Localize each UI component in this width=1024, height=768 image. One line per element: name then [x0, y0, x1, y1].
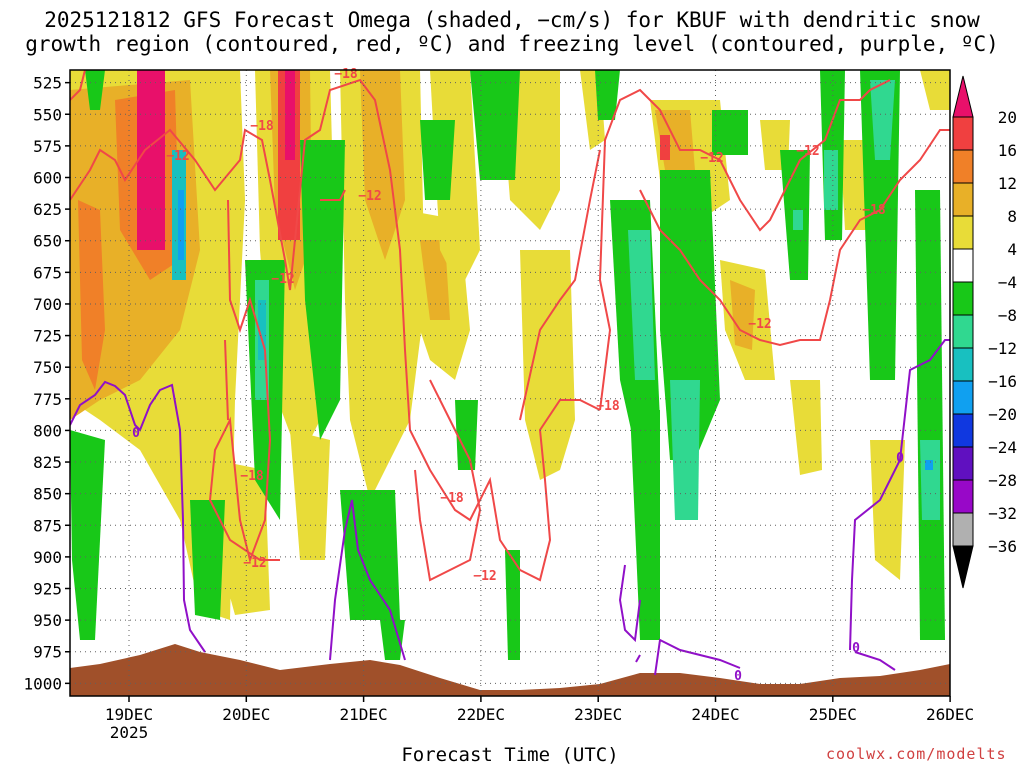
colorbar-segment: [952, 116, 974, 151]
red-contour-label: −18: [596, 399, 620, 414]
x-year-label: 2025: [110, 723, 149, 742]
colorbar-label: −32: [988, 504, 1017, 523]
credit-text: coolwx.com/modelts: [826, 745, 1007, 763]
colorbar-label: 16: [998, 141, 1017, 160]
colorbar-label: 4: [1007, 240, 1017, 259]
colorbar-segment: [952, 545, 974, 589]
y-tick-label: 950: [33, 611, 62, 630]
y-tick-label: 650: [33, 232, 62, 251]
y-tick-label: 700: [33, 295, 62, 314]
y-tick-label: 750: [33, 358, 62, 377]
colorbar-label: −20: [988, 405, 1017, 424]
red-contour-label: −18: [440, 491, 464, 506]
red-contour-labels: −18−18−12−12−12−18−18−12−12−18−12 −12−18−…: [166, 67, 886, 584]
colorbar-label: −24: [988, 438, 1017, 457]
colorbar-label: −28: [988, 471, 1017, 490]
chart-title: 2025121812 GFS Forecast Omega (shaded, −…: [44, 8, 980, 32]
colorbar-segment: [952, 248, 974, 283]
red-contour-label: −18: [862, 203, 886, 218]
y-tick-label: 725: [33, 327, 62, 346]
x-tick-label: 26DEC: [926, 705, 974, 724]
colorbar-segment: [952, 149, 974, 184]
x-tick-label: 19DEC: [105, 705, 153, 724]
y-tick-label: 800: [33, 421, 62, 440]
red-contour-label: −12: [796, 144, 819, 159]
plot-frame: [69, 69, 951, 697]
y-tick-label: 775: [33, 390, 62, 409]
gridlines: [70, 70, 950, 696]
y-tick-label: 850: [33, 485, 62, 504]
red-contour-label: −12: [748, 317, 771, 332]
colorbar-label: −12: [988, 339, 1017, 358]
colorbar-segment: [952, 380, 974, 415]
colorbar-segment: [952, 215, 974, 250]
y-tick-label: 600: [33, 168, 62, 187]
red-contour-label: −18: [240, 469, 264, 484]
red-contour-label: −12: [700, 151, 723, 166]
colorbar-segment: [952, 182, 974, 217]
omega-shading: [70, 70, 950, 660]
y-tick-label: 875: [33, 516, 62, 535]
colorbar-label: −16: [988, 372, 1017, 391]
colorbar-label: −4: [998, 273, 1017, 292]
purple-contour-label: 0: [896, 451, 904, 466]
red-contours: [70, 70, 950, 582]
colorbar-label: 12: [998, 174, 1017, 193]
colorbar-segment: [952, 347, 974, 382]
x-tick-label: 20DEC: [222, 705, 270, 724]
x-tick-label: 22DEC: [457, 705, 505, 724]
y-tick-label: 625: [33, 200, 62, 219]
y-axis: 525 550 575 600 625 650 675 700 725 750 775 800 825 8…: [23, 74, 70, 693]
y-tick-label: 925: [33, 580, 62, 599]
x-axis-label: Forecast Time (UTC): [401, 744, 619, 766]
red-contour-label: −12: [166, 149, 189, 164]
colorbar-label: 8: [1007, 207, 1017, 226]
purple-contour-label: 0: [132, 426, 140, 441]
x-axis: 19DEC 20DEC 21DEC 22DEC 23DEC 24DEC 25DEC 26DEC…: [105, 696, 974, 742]
red-contour-label: −12: [271, 272, 294, 287]
y-tick-label: 575: [33, 137, 62, 156]
red-contour-label: −12: [243, 556, 266, 571]
colorbar: 20 16 12 8 4 −4 −8 −12 −16 −20 −24 −28 −32 −36: [952, 75, 1017, 589]
x-tick-label: 24DEC: [691, 705, 739, 724]
red-contour-label: −18: [250, 119, 274, 134]
purple-contour-label: 0: [734, 669, 742, 684]
purple-contour-label: 0: [852, 641, 860, 656]
colorbar-label: −36: [988, 537, 1017, 556]
y-tick-label: 525: [33, 74, 62, 93]
y-tick-label: 550: [33, 105, 62, 124]
purple-contour-labels: 0 0 0 0: [132, 426, 904, 684]
colorbar-segment: [952, 314, 974, 349]
y-tick-label: 975: [33, 643, 62, 662]
x-tick-label: 23DEC: [574, 705, 622, 724]
y-tick-label: 900: [33, 548, 62, 567]
colorbar-segment: [952, 512, 974, 547]
colorbar-segment: [952, 479, 974, 514]
colorbar-label: 20: [998, 108, 1017, 127]
red-contour-label: −12: [358, 189, 381, 204]
x-tick-label: 21DEC: [340, 705, 388, 724]
colorbar-segment: [952, 413, 974, 448]
colorbar-segment: [952, 446, 974, 481]
purple-contours: [70, 339, 950, 676]
chart-subtitle: growth region (contoured, red, ºC) and f…: [25, 32, 999, 56]
colorbar-segment: [952, 75, 974, 118]
y-tick-label: 675: [33, 263, 62, 282]
red-contour-label: −12: [473, 569, 496, 584]
y-tick-label: 825: [33, 453, 62, 472]
x-tick-label: 25DEC: [809, 705, 857, 724]
colorbar-label: −8: [998, 306, 1017, 325]
y-tick-label: 1000: [23, 674, 62, 693]
colorbar-segment: [952, 281, 974, 316]
